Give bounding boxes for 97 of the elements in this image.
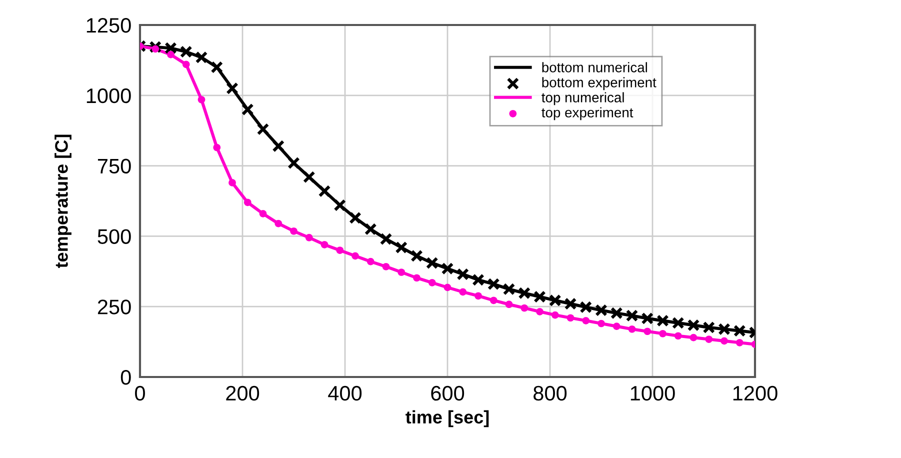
point	[720, 337, 728, 345]
point	[334, 199, 346, 212]
point	[659, 330, 666, 338]
x-tick-label: 400	[328, 386, 362, 401]
x-axis-title: time [sec]	[406, 410, 489, 428]
y-tick-label: 500	[98, 229, 131, 244]
point	[195, 51, 208, 64]
point	[612, 322, 620, 330]
point	[259, 210, 267, 218]
point	[274, 220, 282, 228]
x-tick-label: 1000	[630, 386, 675, 401]
point	[413, 274, 420, 282]
point	[428, 278, 436, 286]
x-tick-label: 600	[431, 386, 464, 401]
point	[380, 232, 392, 246]
point	[395, 241, 408, 254]
point	[644, 328, 652, 336]
legend-label: top experiment	[542, 107, 634, 120]
point	[690, 334, 698, 342]
point	[244, 198, 252, 206]
point	[626, 309, 638, 322]
point	[705, 336, 713, 343]
point	[398, 268, 406, 276]
point	[382, 262, 390, 270]
legend-label: bottom experiment	[542, 77, 656, 90]
y-tick-label: 250	[98, 300, 131, 314]
point	[487, 278, 500, 290]
point	[674, 332, 682, 340]
point	[536, 308, 544, 316]
point	[226, 82, 238, 95]
point	[152, 45, 160, 53]
point	[272, 140, 285, 152]
point	[582, 317, 590, 324]
point	[210, 61, 224, 74]
point	[198, 96, 206, 104]
y-axis-title: temperature [C]	[54, 134, 72, 268]
x-tick-label: 1200	[733, 386, 778, 401]
point	[444, 284, 452, 292]
point	[520, 304, 528, 312]
point	[474, 292, 482, 300]
point	[213, 144, 221, 152]
point	[702, 321, 716, 334]
point	[656, 314, 669, 327]
point	[472, 274, 484, 286]
y-tick-label: 1000	[86, 88, 131, 104]
point	[426, 256, 438, 270]
point	[164, 42, 177, 54]
x-tick-label: 800	[534, 386, 567, 401]
point	[241, 103, 254, 116]
x-tick-label: 200	[226, 386, 260, 401]
point	[551, 311, 559, 319]
legend-label: top numerical	[542, 92, 624, 106]
point	[167, 50, 174, 58]
point	[566, 314, 574, 322]
point	[149, 40, 162, 54]
point	[349, 212, 362, 224]
y-tick-label: 1250	[86, 18, 131, 33]
point	[182, 60, 190, 68]
point	[490, 296, 498, 304]
point	[518, 286, 531, 300]
y-tick-label: 0	[120, 370, 131, 385]
point	[502, 282, 516, 296]
point	[736, 338, 744, 346]
point	[288, 156, 300, 170]
point	[534, 290, 546, 303]
point	[687, 319, 700, 332]
point	[228, 179, 236, 186]
point	[352, 252, 359, 260]
point	[290, 227, 298, 235]
point	[180, 46, 192, 58]
point	[564, 298, 577, 310]
point	[410, 250, 423, 262]
point	[733, 324, 746, 338]
point	[641, 312, 654, 325]
point	[580, 300, 592, 314]
point	[548, 294, 562, 307]
y-tick-label: 750	[98, 158, 131, 174]
point	[628, 325, 636, 333]
legend-label: bottom numerical	[542, 62, 647, 72]
point	[456, 268, 470, 280]
point	[672, 316, 684, 330]
point	[718, 322, 730, 336]
point	[256, 123, 270, 136]
point	[320, 240, 328, 248]
point	[595, 304, 608, 316]
point	[459, 288, 467, 296]
point	[336, 246, 344, 254]
point	[441, 262, 454, 275]
point	[364, 222, 377, 236]
point	[305, 234, 313, 242]
x-tick-label: 0	[135, 386, 145, 401]
point	[318, 184, 331, 198]
point	[366, 258, 374, 266]
point	[610, 306, 623, 320]
point	[505, 300, 513, 308]
point	[598, 320, 605, 328]
point	[302, 170, 316, 184]
